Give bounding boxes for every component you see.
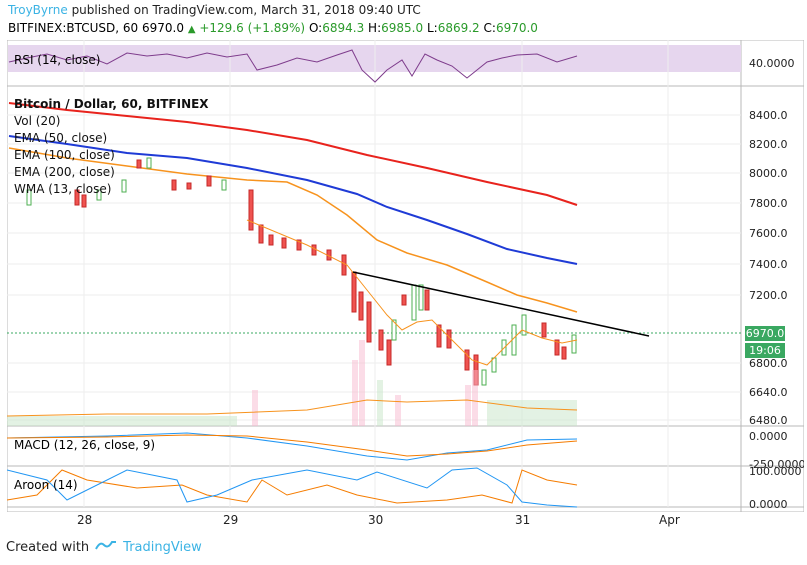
high-value: 6985.0 <box>381 21 424 35</box>
price-axis-label: 6480.0 <box>749 414 788 427</box>
price-grid <box>7 114 741 421</box>
rsi-legend: RSI (14, close) <box>14 53 101 67</box>
high-label: H: <box>368 21 382 35</box>
up-arrow-icon: ▲ <box>187 24 196 35</box>
legend-wma: WMA (13, close) <box>14 182 112 196</box>
time-axis-label: 31 <box>515 513 531 527</box>
time-axis-label: 28 <box>77 513 93 527</box>
tradingview-link[interactable]: TradingView <box>123 539 202 555</box>
volume-bars <box>7 340 577 426</box>
publish-info: published on TradingView.com, March 31, … <box>71 3 421 17</box>
price-axis-label: 7400.0 <box>749 258 788 271</box>
price-axis-label: 6800.0 <box>749 357 788 370</box>
last-price: 6970.0 <box>141 21 184 35</box>
author-link[interactable]: TroyByrne <box>8 3 68 17</box>
legend-ema50: EMA (50, close) <box>14 131 108 145</box>
main-legend: Bitcoin / Dollar, 60, BITFINEX Vol (20) … <box>14 96 209 198</box>
legend-ema100: EMA (100, close) <box>14 148 115 162</box>
publish-header: TroyByrne published on TradingView.com, … <box>8 2 421 18</box>
aroon-down-line <box>7 467 578 508</box>
open-label: O: <box>308 21 323 35</box>
ohlc-bar: BITFINEX:BTCUSD, 60 6970.0 ▲ +129.6 (+1.… <box>8 20 538 38</box>
wma-line <box>246 219 578 366</box>
macd-axis-label: -250.0000 <box>749 458 804 471</box>
price-axis-label: 8000.0 <box>749 167 788 180</box>
ema50-line <box>8 147 578 313</box>
price-axis-label: 6640.0 <box>749 386 788 399</box>
created-with-label: Created with <box>6 539 90 555</box>
aroon-legend: Aroon (14) <box>14 478 78 492</box>
price-axis-label: 8400.0 <box>749 109 788 122</box>
low-label: L: <box>426 21 438 35</box>
time-axis: 28 29 30 31 Apr <box>7 513 741 529</box>
legend-ema200: EMA (200, close) <box>14 165 115 179</box>
ema100-line <box>8 135 578 265</box>
time-axis-label: Apr <box>659 513 680 527</box>
trendline <box>352 271 650 337</box>
legend-title: Bitcoin / Dollar, 60, BITFINEX <box>14 97 209 111</box>
aroon-up-line <box>7 469 578 504</box>
price-change: +129.6 (+1.89%) <box>199 21 306 35</box>
chart-canvas[interactable]: 8400.0 8200.0 8000.0 7800.0 7600.0 7400.… <box>7 40 804 512</box>
price-axis-label: 7800.0 <box>749 197 788 210</box>
close-value: 6970.0 <box>495 21 538 35</box>
aroon-axis-label: 100.0000 <box>749 465 802 478</box>
low-value: 6869.2 <box>437 21 480 35</box>
price-axis-label: 8200.0 <box>749 138 788 151</box>
ema200-line <box>8 102 578 206</box>
close-label: C: <box>483 21 496 35</box>
price-axis-label: 7200.0 <box>749 289 788 302</box>
aroon-axis-label: 0.0000 <box>749 498 788 511</box>
volume-ma-line <box>7 399 578 417</box>
macd-legend: MACD (12, 26, close, 9) <box>14 438 156 452</box>
time-grid <box>83 40 669 507</box>
time-axis-label: 30 <box>368 513 384 527</box>
macd-axis-label: 0.0000 <box>749 430 788 443</box>
footer: Created with TradingView <box>6 538 202 556</box>
tradingview-logo-icon <box>95 538 117 556</box>
open-value: 6894.3 <box>322 21 365 35</box>
rsi-line <box>8 49 578 83</box>
time-axis-label: 29 <box>223 513 239 527</box>
macd-signal-line <box>7 434 578 457</box>
symbol-label: BITFINEX:BTCUSD, 60 <box>8 21 139 35</box>
time-countdown-tag: 19:06 <box>745 343 785 358</box>
macd-line <box>7 432 578 461</box>
price-axis-label: 7600.0 <box>749 227 788 240</box>
legend-vol: Vol (20) <box>14 114 61 128</box>
rsi-axis-label: 40.0000 <box>749 57 795 70</box>
last-price-tag: 6970.0 <box>745 326 785 341</box>
